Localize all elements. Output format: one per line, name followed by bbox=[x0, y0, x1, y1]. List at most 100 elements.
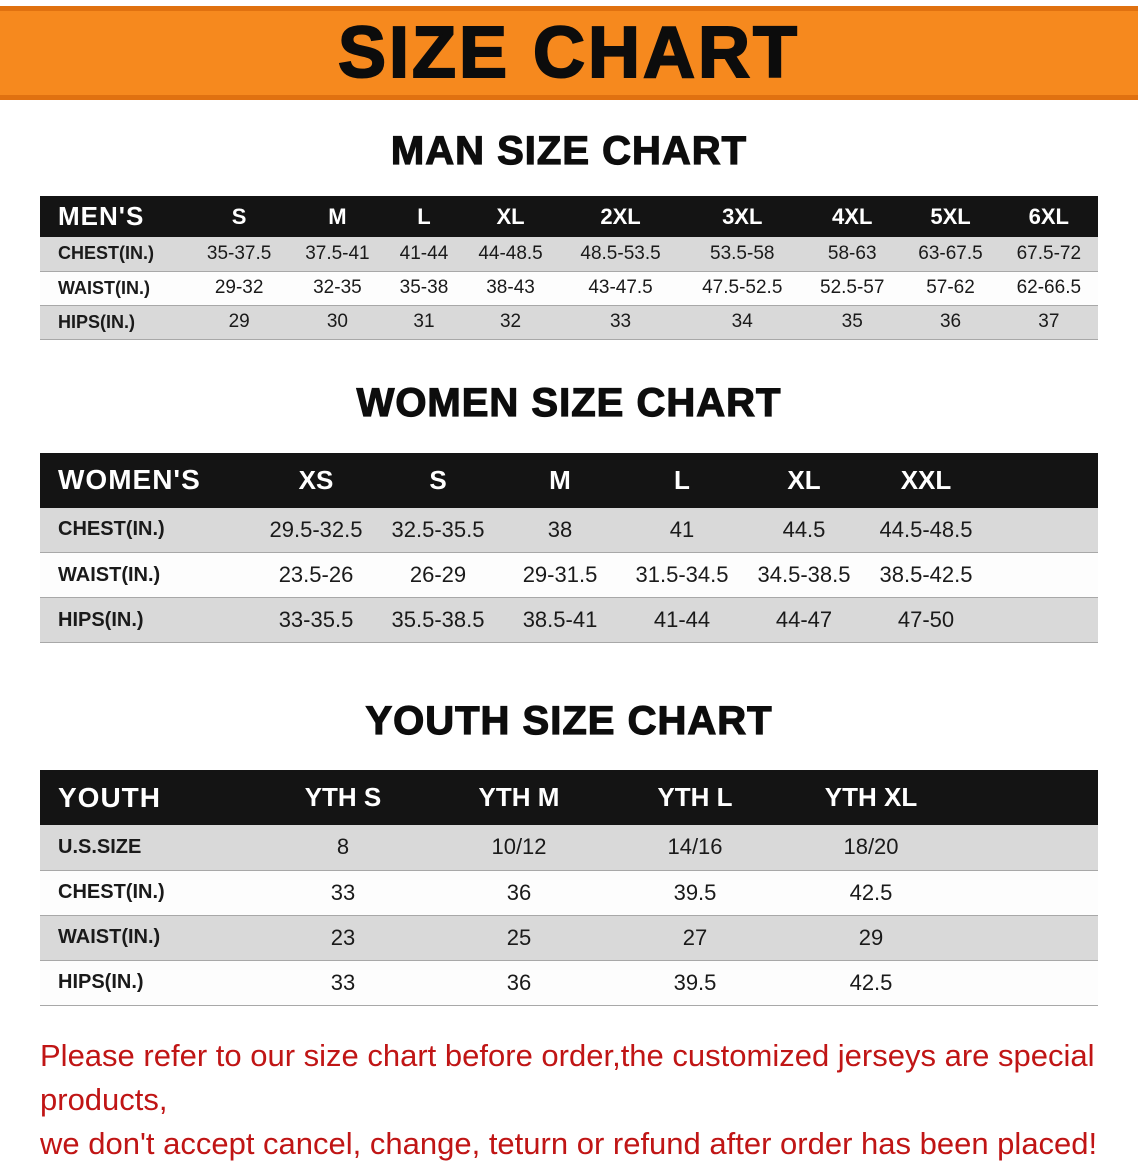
size-value-cell: 35-37.5 bbox=[206, 242, 272, 264]
size-value-cell: 47.5-52.5 bbox=[702, 277, 783, 298]
size-column-header: 3XL bbox=[681, 196, 804, 237]
size-value-cell: 33 bbox=[330, 879, 356, 905]
size-value-cell: 37.5-41 bbox=[305, 242, 370, 264]
size-column-header: L bbox=[621, 452, 743, 508]
size-value-cell: 29-32 bbox=[214, 277, 264, 298]
size-value-cell: 38-43 bbox=[486, 277, 535, 298]
size-value-cell: 34 bbox=[731, 311, 753, 332]
size-column-header: 6XL bbox=[999, 196, 1098, 237]
table-data-row: U.S.SIZE 8 10/12 14/16 18/20 bbox=[40, 825, 1098, 870]
table-header-row: MEN'S S M L XL 2XL 3XL 4XL 5XL 6XL bbox=[40, 196, 1098, 237]
size-value-cell: 32-35 bbox=[313, 277, 362, 298]
size-value-cell: 18/20 bbox=[843, 834, 899, 860]
size-value-cell: 32.5-35.5 bbox=[391, 516, 485, 542]
size-value-cell: 31.5-34.5 bbox=[635, 562, 729, 587]
filler-cell bbox=[987, 598, 1098, 643]
size-value-cell: 33 bbox=[330, 969, 356, 995]
size-value-cell: 33-35.5 bbox=[278, 607, 354, 632]
size-value-cell: 32 bbox=[499, 311, 522, 332]
row-label-cell: WAIST(IN.) bbox=[58, 277, 150, 298]
filler-cell bbox=[959, 825, 1098, 870]
size-value-cell: 52.5-57 bbox=[820, 277, 885, 298]
size-value-cell: 26-29 bbox=[409, 562, 467, 587]
size-value-cell: 23.5-26 bbox=[278, 562, 354, 587]
youth-size-section: YOUTH SIZE CHART YOUTH YTH S YTH M YTH L YTH… bbox=[0, 698, 1138, 1006]
size-value-cell: 36 bbox=[506, 879, 532, 905]
row-label-cell: CHEST(IN.) bbox=[58, 518, 165, 541]
table-title-cell: YOUTH bbox=[40, 770, 255, 825]
table-data-row: CHEST(IN.) 33 36 39.5 42.5 bbox=[40, 870, 1098, 915]
size-value-cell: 57-62 bbox=[926, 277, 975, 298]
filler-cell bbox=[987, 508, 1098, 553]
row-label-cell: CHEST(IN.) bbox=[58, 243, 154, 264]
size-column-header: XXL bbox=[865, 452, 987, 508]
size-value-cell: 36 bbox=[939, 311, 962, 332]
size-value-cell: 42.5 bbox=[849, 969, 893, 995]
size-value-cell: 44-48.5 bbox=[478, 242, 543, 264]
size-value-cell: 14/16 bbox=[667, 834, 723, 860]
table-data-row: WAIST(IN.) 23 25 27 29 bbox=[40, 915, 1098, 960]
size-value-cell: 38.5-42.5 bbox=[879, 562, 973, 587]
size-value-cell: 53.5-58 bbox=[710, 242, 775, 264]
row-label-cell: U.S.SIZE bbox=[58, 835, 142, 858]
women-section-heading: WOMEN SIZE CHART bbox=[356, 380, 782, 425]
table-data-row: CHEST(IN.) 35-37.5 37.5-41 41-44 44-48.5 48.5… bbox=[40, 237, 1098, 271]
row-label-cell: HIPS(IN.) bbox=[58, 608, 144, 631]
size-value-cell: 29-31.5 bbox=[522, 562, 598, 587]
size-column-header: S bbox=[377, 452, 499, 508]
filler-cell bbox=[959, 960, 1098, 1005]
filler-cell bbox=[987, 553, 1098, 598]
notice-line-2: we don't accept cancel, change, teturn o… bbox=[40, 1125, 1098, 1161]
size-value-cell: 36 bbox=[506, 969, 532, 995]
men-section-heading: MAN SIZE CHART bbox=[390, 128, 748, 173]
size-column-header: S bbox=[190, 196, 289, 237]
size-value-cell: 10/12 bbox=[491, 834, 547, 860]
size-value-cell: 41-44 bbox=[399, 242, 449, 264]
size-value-cell: 35.5-38.5 bbox=[391, 607, 485, 632]
size-value-cell: 47-50 bbox=[897, 607, 955, 632]
row-label-cell: WAIST(IN.) bbox=[58, 926, 161, 948]
size-column-header: YTH XL bbox=[783, 770, 959, 825]
size-value-cell: 67.5-72 bbox=[1016, 242, 1082, 264]
row-label-cell: CHEST(IN.) bbox=[58, 881, 165, 903]
size-column-header: L bbox=[386, 196, 462, 237]
size-chart-page: SIZE CHART MAN SIZE CHART MEN'S S M L XL 2XL 3… bbox=[0, 6, 1138, 1161]
size-value-cell: 63-67.5 bbox=[918, 242, 983, 264]
size-column-header: YTH S bbox=[255, 770, 431, 825]
table-data-row: HIPS(IN.) 33-35.5 35.5-38.5 38.5-41 41-44 44-… bbox=[40, 597, 1098, 643]
size-value-cell: 34.5-38.5 bbox=[757, 562, 851, 587]
size-value-cell: 30 bbox=[326, 311, 348, 332]
size-value-cell: 44-47 bbox=[775, 607, 833, 632]
size-value-cell: 44.5 bbox=[782, 516, 826, 542]
size-value-cell: 42.5 bbox=[849, 879, 893, 905]
size-value-cell: 29 bbox=[228, 311, 250, 332]
filler-cell bbox=[959, 770, 1098, 825]
size-value-cell: 29.5-32.5 bbox=[269, 516, 363, 542]
row-label-cell: HIPS(IN.) bbox=[58, 311, 136, 332]
youth-size-table: YOUTH YTH S YTH M YTH L YTH XL U.S.SIZE 8 10/12… bbox=[40, 770, 1098, 1006]
women-size-section: WOMEN SIZE CHART WOMEN'S XS S M L XL XXL CHEST(… bbox=[0, 380, 1138, 644]
size-column-header: XS bbox=[255, 452, 377, 508]
table-header-row: WOMEN'S XS S M L XL XXL bbox=[40, 452, 1098, 508]
size-column-header: M bbox=[499, 452, 621, 508]
size-value-cell: 8 bbox=[336, 834, 350, 860]
size-value-cell: 31 bbox=[413, 311, 435, 332]
table-data-row: WAIST(IN.) 29-32 32-35 35-38 38-43 43-47.5 47.… bbox=[40, 271, 1098, 305]
size-column-header: YTH M bbox=[431, 770, 607, 825]
men-size-table: MEN'S S M L XL 2XL 3XL 4XL 5XL 6XL CHEST(IN.) 35-37… bbox=[40, 196, 1098, 340]
size-value-cell: 39.5 bbox=[673, 969, 717, 995]
size-value-cell: 41 bbox=[669, 516, 695, 542]
size-value-cell: 29 bbox=[858, 924, 884, 950]
size-value-cell: 27 bbox=[682, 924, 708, 950]
size-value-cell: 41-44 bbox=[653, 607, 711, 632]
men-size-section: MAN SIZE CHART MEN'S S M L XL 2XL 3XL 4XL 5XL 6XL… bbox=[0, 128, 1138, 340]
size-column-header: 2XL bbox=[559, 196, 682, 237]
size-value-cell: 23 bbox=[330, 924, 356, 950]
size-value-cell: 43-47.5 bbox=[588, 277, 653, 298]
size-column-header: M bbox=[288, 196, 387, 237]
size-value-cell: 38.5-41 bbox=[522, 607, 598, 632]
size-value-cell: 35 bbox=[841, 311, 863, 332]
size-value-cell: 33 bbox=[609, 311, 632, 332]
size-column-header: 4XL bbox=[803, 196, 902, 237]
table-data-row: HIPS(IN.) 29 30 31 32 33 34 35 36 37 bbox=[40, 305, 1098, 339]
